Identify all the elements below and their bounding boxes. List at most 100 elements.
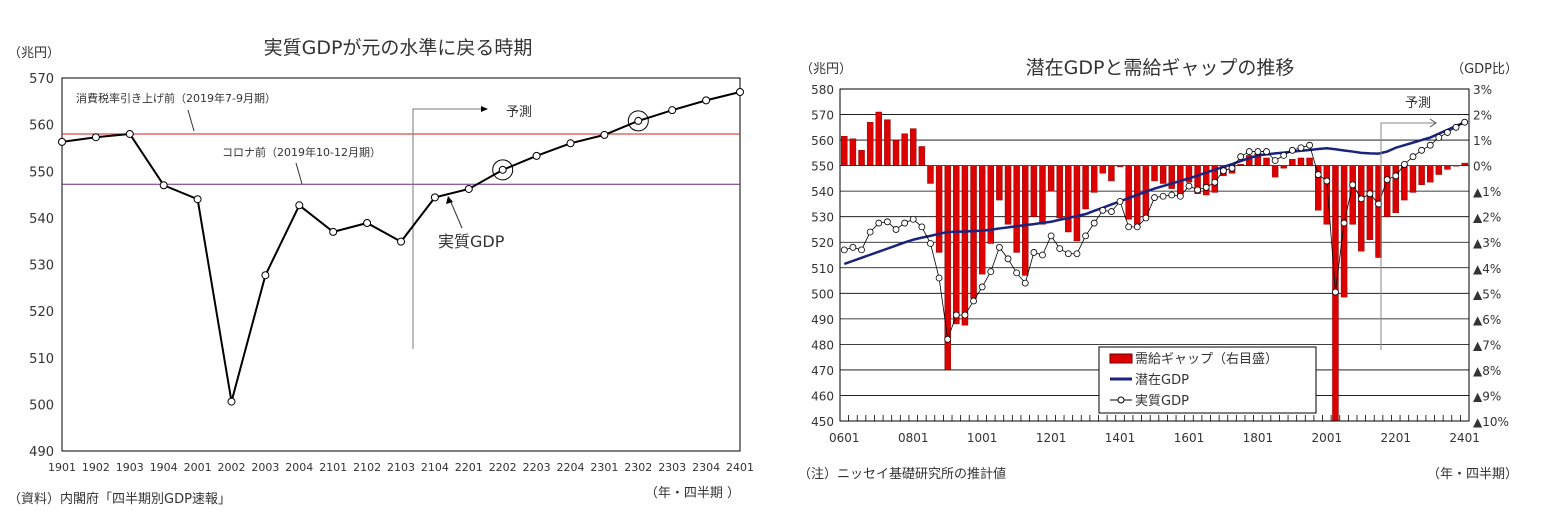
y-left-tick-label: 490 bbox=[811, 313, 834, 327]
chart2-title: 潜在GDPと需給ギャップの推移 bbox=[1026, 57, 1295, 79]
y-left-tick-label: 500 bbox=[811, 287, 834, 301]
gap-bar bbox=[1065, 165, 1072, 233]
x-tick-label: 1001 bbox=[967, 431, 998, 445]
real-gdp-point bbox=[1099, 206, 1107, 214]
chart1-plot-area bbox=[61, 77, 741, 452]
forecast-label-2: 予測 bbox=[1405, 96, 1431, 111]
x-tick-label: 2201 bbox=[455, 461, 483, 474]
x-tick-label: 1902 bbox=[82, 461, 110, 474]
legend-swatch-gap bbox=[1109, 353, 1133, 364]
real-gdp-point bbox=[1056, 245, 1064, 253]
x-tick-label: 2102 bbox=[353, 461, 381, 474]
ref-label-covid: コロナ前（2019年10-12月期） bbox=[222, 145, 381, 159]
real-gdp-point bbox=[1452, 123, 1460, 131]
forecast-marker-2: 予測 bbox=[1380, 96, 1437, 350]
real-gdp-point bbox=[1073, 250, 1081, 258]
real-gdp-point bbox=[1409, 153, 1417, 161]
real-gdp-point bbox=[1418, 146, 1426, 154]
gap-bar bbox=[841, 136, 848, 166]
real-gdp-point bbox=[1426, 141, 1434, 149]
data-point bbox=[464, 184, 473, 193]
real-gdp-point bbox=[1004, 255, 1012, 263]
gap-bar bbox=[875, 111, 882, 166]
x-tick-label: 2201 bbox=[1380, 431, 1411, 445]
gap-bar bbox=[1159, 165, 1167, 184]
gap-bar bbox=[1211, 165, 1219, 193]
x-tick-label: 2004 bbox=[285, 461, 313, 474]
real-gdp-point bbox=[1151, 194, 1158, 201]
x-tick-label: 2101 bbox=[319, 461, 347, 474]
gap-bar bbox=[1013, 165, 1020, 253]
real-gdp-point bbox=[883, 218, 891, 226]
y-left-tick-label: 450 bbox=[811, 415, 834, 429]
real-gdp-point bbox=[1297, 144, 1305, 152]
real-gdp-point bbox=[961, 311, 969, 319]
real-gdp-point bbox=[1435, 134, 1443, 141]
real-gdp-point bbox=[1142, 214, 1150, 222]
real-gdp-point bbox=[1349, 181, 1357, 189]
gap-bar bbox=[858, 150, 865, 166]
gap-bar bbox=[1332, 165, 1339, 422]
y-left-tick-label: 460 bbox=[811, 389, 834, 403]
real-gdp-point bbox=[1340, 219, 1348, 227]
real-gdp-point bbox=[1202, 183, 1210, 191]
gap-bar bbox=[1177, 165, 1184, 197]
highlight-circle bbox=[492, 159, 514, 181]
y-right-tick-label: 2% bbox=[1473, 109, 1492, 123]
y-right-tick-label: ▲7% bbox=[1473, 338, 1501, 352]
gap-bar bbox=[1099, 165, 1107, 174]
x-tick-label: 1801 bbox=[1243, 431, 1274, 445]
y-left-tick-label: 540 bbox=[811, 185, 834, 199]
gap-bar bbox=[978, 165, 986, 275]
gap-bar bbox=[1056, 165, 1063, 219]
x-tick-label: 2002 bbox=[218, 461, 246, 474]
x-tick-label: 2302 bbox=[624, 461, 652, 474]
gap-bar bbox=[953, 165, 960, 325]
real-gdp-point bbox=[1314, 171, 1322, 178]
y-right-tick-label: 0% bbox=[1473, 160, 1492, 174]
y-tick-label: 510 bbox=[29, 352, 54, 367]
real-gdp-point bbox=[1194, 186, 1201, 194]
y-tick-label: 550 bbox=[29, 165, 54, 180]
real-gdp-point bbox=[952, 311, 960, 319]
forecast-marker: 予測 bbox=[412, 105, 532, 349]
chart2-y-unit-right: （GDP比） bbox=[1451, 62, 1518, 77]
potential-gdp-line bbox=[843, 121, 1466, 266]
gap-bar bbox=[927, 165, 934, 184]
gap-bar bbox=[1340, 165, 1348, 298]
y-left-tick-label: 550 bbox=[811, 160, 834, 174]
gap-bar bbox=[1202, 165, 1210, 196]
real-gdp-point bbox=[1366, 190, 1374, 198]
real-gdp-point bbox=[996, 243, 1003, 251]
real-gdp-point bbox=[978, 283, 986, 291]
real-gdp-point bbox=[1039, 251, 1046, 259]
real-gdp-point bbox=[1323, 177, 1331, 185]
real-gdp-point bbox=[1280, 151, 1288, 159]
data-point bbox=[736, 87, 744, 96]
gap-bar bbox=[1427, 165, 1434, 183]
y-right-tick-label: ▲10% bbox=[1473, 415, 1509, 429]
y-left-tick-label: 480 bbox=[811, 338, 834, 352]
real-gdp-point bbox=[1185, 182, 1193, 190]
gap-bar bbox=[1280, 165, 1287, 169]
real-gdp-point bbox=[1220, 167, 1227, 175]
real-gdp-point bbox=[1030, 249, 1038, 256]
y-right-tick-label: 1% bbox=[1473, 134, 1492, 148]
x-tick-label: 2103 bbox=[387, 461, 415, 474]
gap-bar bbox=[944, 165, 951, 371]
data-point bbox=[58, 137, 66, 146]
gap-bar bbox=[970, 165, 977, 299]
y-tick-label: 530 bbox=[29, 259, 54, 274]
chart1-y-unit: （兆円） bbox=[8, 46, 60, 61]
ref-pointer-tax bbox=[187, 109, 195, 132]
x-tick-label: 1903 bbox=[116, 461, 144, 474]
real-gdp-point bbox=[866, 228, 874, 236]
gap-bar bbox=[1090, 165, 1098, 193]
y-tick-label: 490 bbox=[29, 445, 54, 460]
gap-bar bbox=[1151, 165, 1158, 182]
y-right-tick-label: ▲9% bbox=[1473, 389, 1501, 403]
gap-bar bbox=[1082, 165, 1089, 210]
real-gdp-point bbox=[1064, 250, 1072, 258]
y-left-tick-label: 530 bbox=[811, 211, 834, 225]
x-tick-label: 0601 bbox=[829, 431, 860, 445]
